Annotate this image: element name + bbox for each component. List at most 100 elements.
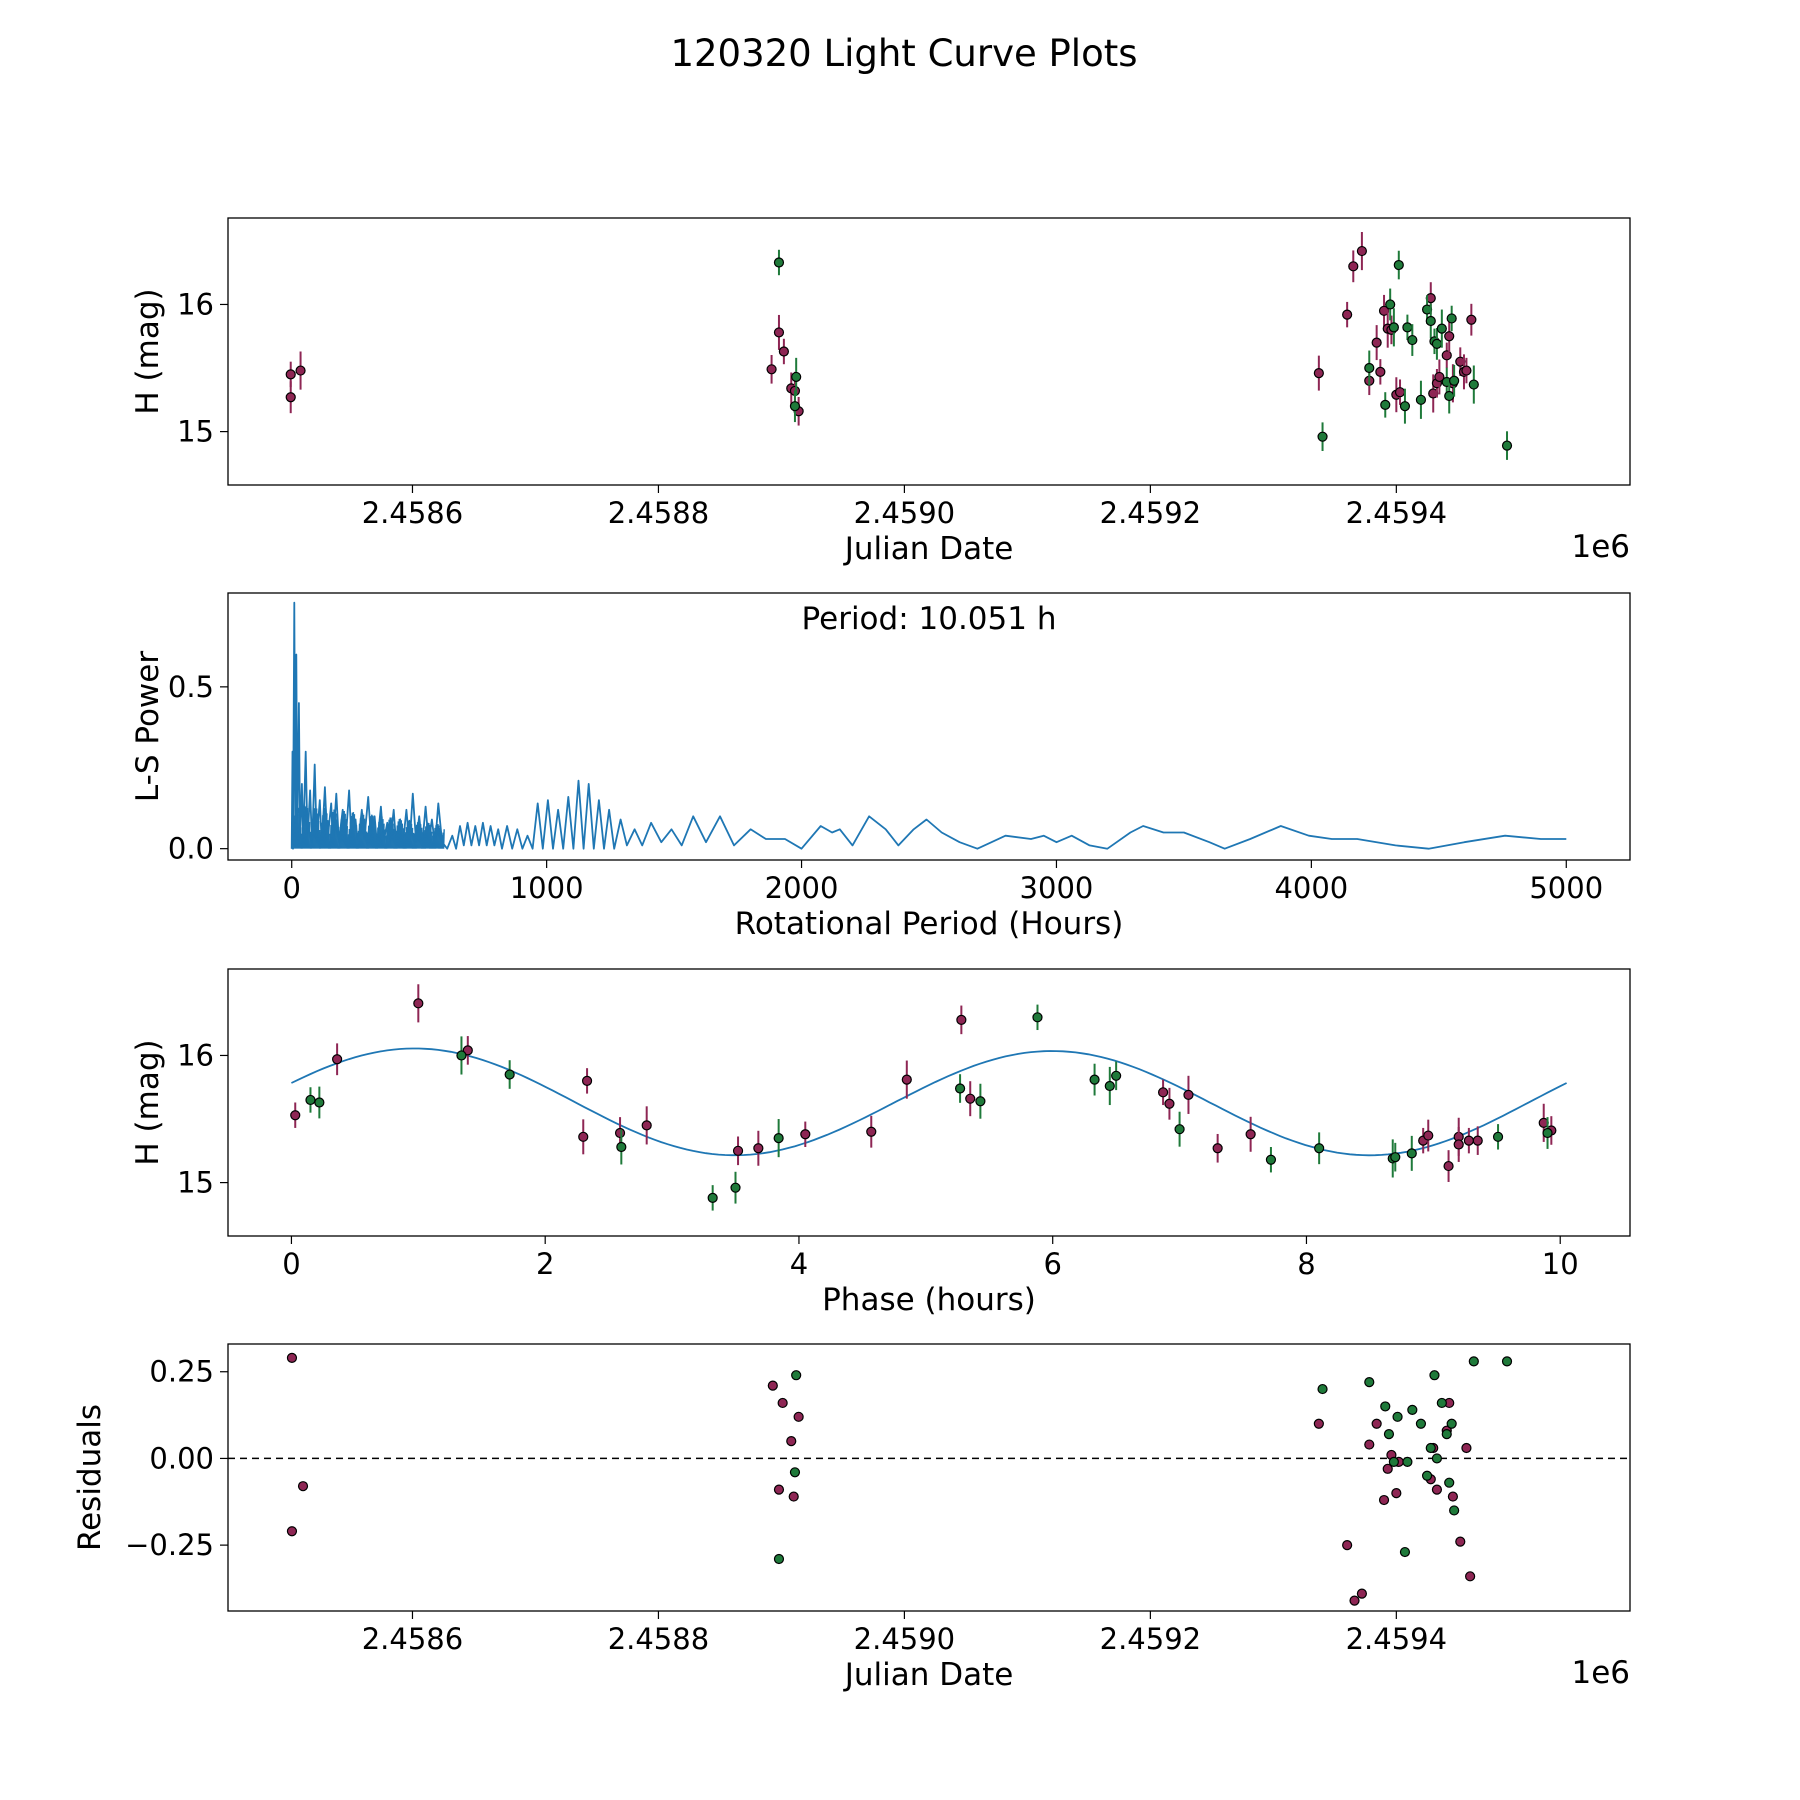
- periodogram-line-segment: [370, 814, 373, 849]
- x-tick-label: 2.4586: [362, 496, 463, 530]
- data-point: [730, 1182, 741, 1193]
- periodogram-line-segment: [316, 813, 319, 849]
- data-point: [1431, 338, 1443, 349]
- periodogram-line-segment: [352, 812, 355, 849]
- data-point: [1317, 431, 1328, 442]
- periodogram-line-segment: [299, 823, 302, 849]
- data-point: [1415, 394, 1427, 405]
- data-point: [1443, 1160, 1454, 1172]
- periodogram-line-segment: [317, 820, 320, 849]
- data-point: [1349, 1595, 1360, 1606]
- data-point: [866, 1126, 877, 1137]
- data-point: [1245, 1129, 1256, 1140]
- y-tick-label: 15: [177, 1166, 214, 1200]
- data-point: [793, 1411, 804, 1422]
- periodogram-line-segment: [382, 823, 385, 849]
- periodogram-line-segment: [329, 824, 332, 849]
- periodogram-line-segment: [339, 819, 342, 849]
- periodogram-line-segment: [292, 824, 294, 849]
- periodogram-line-segment: [342, 811, 344, 849]
- data-point: [1406, 1148, 1417, 1159]
- data-point: [1089, 1074, 1100, 1085]
- data-point: [1157, 1087, 1169, 1098]
- plot-area: [228, 1352, 1630, 1606]
- periodogram-line-segment: [321, 815, 324, 849]
- periodogram-line-segment: [335, 819, 338, 849]
- periodogram-line-segment: [375, 834, 378, 849]
- periodogram-line-segment: [422, 834, 425, 849]
- y-axis-label: L-S Power: [130, 651, 166, 802]
- periodogram-line-segment: [411, 827, 414, 849]
- periodogram-line-segment: [312, 812, 315, 849]
- periodogram-line-segment: [437, 825, 440, 849]
- data-point: [1388, 322, 1399, 333]
- periodogram-line-segment: [305, 805, 308, 849]
- data-point: [1032, 1012, 1043, 1023]
- periodogram-line-segment: [346, 826, 348, 849]
- x-tick-label: 0: [282, 1247, 300, 1281]
- periodogram-line-segment: [343, 810, 345, 849]
- periodogram-line-segment: [357, 830, 360, 849]
- data-point: [778, 346, 789, 357]
- data-point: [789, 401, 801, 412]
- y-tick-label: 16: [177, 1038, 214, 1072]
- periodogram-line-segment: [331, 812, 334, 849]
- data-point: [1392, 1411, 1403, 1422]
- periodogram-line-segment: [425, 823, 428, 849]
- data-point: [1449, 1505, 1460, 1516]
- data-point: [786, 1435, 797, 1447]
- x-axis-label: Julian Date: [843, 1657, 1014, 1693]
- data-point: [1380, 1401, 1391, 1412]
- periodogram-line-segment: [415, 824, 418, 849]
- periodogram-line-segment: [424, 826, 427, 849]
- periodogram-line-segment: [416, 822, 419, 849]
- y-axis-label: H (mag): [130, 288, 166, 414]
- data-point: [1383, 1429, 1395, 1440]
- periodogram-line-segment: [328, 833, 331, 849]
- data-point: [1542, 1127, 1553, 1139]
- x-axis-label: Julian Date: [843, 531, 1014, 567]
- data-point: [1111, 1070, 1122, 1081]
- x-tick-label: 8: [1297, 1247, 1315, 1281]
- x-tick-label: 2000: [765, 871, 839, 905]
- x-tick-label: 2.4588: [608, 1622, 709, 1656]
- periodogram-line-segment: [430, 831, 433, 849]
- data-point: [1444, 390, 1455, 402]
- data-point: [1453, 1139, 1464, 1150]
- x-tick-label: 2.4594: [1346, 1622, 1447, 1656]
- periodogram-line-segment: [439, 831, 442, 849]
- periodogram-line-segment: [366, 832, 369, 849]
- periodogram-line-segment: [379, 816, 382, 849]
- periodogram-line-segment: [414, 828, 417, 849]
- periodogram-line-segment: [334, 813, 337, 849]
- periodogram-line-segment: [300, 833, 303, 849]
- periodogram-line-segment: [434, 825, 437, 849]
- periodogram-line-segment: [440, 835, 443, 849]
- periodogram-line-segment: [438, 827, 441, 849]
- data-point: [332, 1054, 343, 1065]
- data-point: [1342, 1540, 1353, 1551]
- data-point: [1393, 259, 1404, 271]
- data-point: [773, 327, 785, 338]
- periodogram-line-segment: [381, 819, 384, 849]
- data-point: [1378, 1494, 1390, 1506]
- data-point: [1431, 1484, 1443, 1495]
- periodogram-line-segment: [360, 814, 363, 849]
- data-point: [777, 1397, 788, 1409]
- y-tick-label: −0.25: [125, 1528, 214, 1562]
- data-point: [1164, 1098, 1175, 1109]
- periodogram-line-segment: [407, 820, 410, 849]
- data-point: [1348, 261, 1359, 272]
- x-tick-label: 3000: [1020, 871, 1094, 905]
- periodogram-line-segment: [332, 809, 335, 849]
- fit-model-line: [291, 1047, 1568, 1157]
- data-point: [1441, 1429, 1452, 1440]
- data-point: [1364, 1439, 1375, 1450]
- data-point: [707, 1192, 718, 1203]
- data-point: [1212, 1143, 1223, 1154]
- data-point: [1431, 1453, 1443, 1464]
- periodogram-line-segment: [384, 835, 387, 849]
- data-point: [791, 1370, 802, 1381]
- x-tick-label: 2.4588: [608, 496, 709, 530]
- x-axis-label: Phase (hours): [822, 1282, 1036, 1318]
